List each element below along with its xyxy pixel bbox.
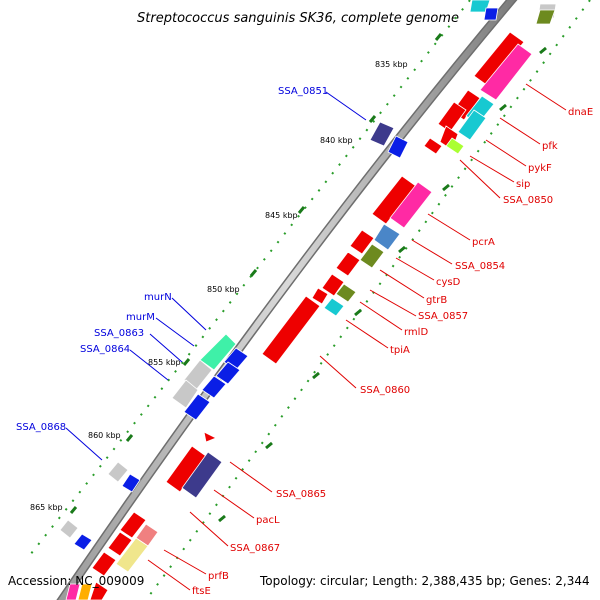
gene-SSA_0857[interactable]	[335, 283, 357, 303]
label-pykF[interactable]: pykF	[528, 163, 552, 174]
label-tpiA[interactable]: tpiA	[390, 345, 410, 356]
label-prfB[interactable]: prfB	[208, 571, 229, 582]
gene-ftsE[interactable]	[91, 551, 117, 577]
gene-murN[interactable]	[199, 333, 237, 371]
gene-red-0854[interactable]	[349, 229, 375, 255]
gene-SSA_0850[interactable]	[423, 137, 443, 155]
gene-bottom-red[interactable]	[89, 581, 109, 600]
label-ftsE[interactable]: ftsE	[192, 586, 211, 597]
callout-lines-left	[65, 91, 367, 461]
gene-gtrB[interactable]	[335, 251, 361, 277]
gene-SSA_0868[interactable]	[107, 461, 129, 483]
dotted-guide-right	[145, 0, 591, 600]
gene-khaki[interactable]	[115, 537, 149, 573]
gene-SSA_0864[interactable]	[183, 393, 211, 421]
gene-blue-0868[interactable]	[121, 473, 141, 493]
gene-magenta-1[interactable]	[479, 43, 533, 101]
label-dnaE[interactable]: dnaE	[568, 107, 593, 118]
gene-SSA_0854[interactable]	[373, 223, 401, 251]
map-title: Streptococcus sanguinis SK36, complete g…	[137, 11, 459, 26]
label-gtrB[interactable]: gtrB	[426, 295, 447, 306]
gene-rmlD[interactable]	[321, 273, 345, 297]
scale-label-840: 840 kbp	[320, 136, 353, 145]
gene-pacL[interactable]	[181, 451, 223, 499]
gene-gray-865[interactable]	[59, 519, 79, 539]
summary-text: Topology: circular; Length: 2,388,435 bp…	[259, 574, 590, 588]
gene-bottom-orange[interactable]	[77, 583, 93, 600]
label-murN[interactable]: murN	[144, 292, 172, 303]
label-SSA_0864[interactable]: SSA_0864	[80, 344, 130, 355]
scale-label-835: 835 kbp	[375, 60, 408, 69]
scale-label-860: 860 kbp	[88, 431, 121, 440]
label-murM[interactable]: murM	[126, 312, 155, 323]
gene-SSA_0867[interactable]	[119, 511, 147, 539]
label-SSA_0860[interactable]: SSA_0860	[360, 385, 410, 396]
label-pacL[interactable]: pacL	[256, 515, 280, 526]
gene-blue-865[interactable]	[73, 533, 93, 551]
label-sip[interactable]: sip	[516, 179, 530, 190]
gene-magenta-2[interactable]	[389, 181, 433, 229]
gene-pykF[interactable]	[457, 109, 487, 141]
gene-SSA_0860[interactable]	[261, 295, 321, 365]
gene-prfB[interactable]	[107, 531, 133, 557]
gene-lime[interactable]	[445, 137, 465, 155]
dotted-guide-left	[25, 0, 471, 561]
label-SSA_0863[interactable]: SSA_0863	[94, 328, 144, 339]
label-SSA_0854[interactable]: SSA_0854	[455, 261, 505, 272]
gene-bottom-magenta[interactable]	[65, 583, 81, 600]
chromosome-backbone	[56, 0, 518, 600]
gene-top-olive[interactable]	[535, 9, 556, 25]
label-SSA_0851[interactable]: SSA_0851	[278, 86, 328, 97]
scale-label-855: 855 kbp	[148, 358, 181, 367]
forward-strand-genes	[65, 0, 557, 600]
scale-label-850: 850 kbp	[207, 285, 240, 294]
label-pfk[interactable]: pfk	[542, 141, 558, 152]
gene-blue-0851[interactable]	[387, 135, 409, 159]
accession-text: Accession: NC_009009	[8, 574, 144, 588]
scale-label-865: 865 kbp	[30, 503, 63, 512]
gene-red-small-a[interactable]	[311, 287, 329, 305]
scale-label-845: 845 kbp	[265, 211, 298, 220]
gene-SSA_0865[interactable]	[165, 445, 207, 493]
label-SSA_0867[interactable]: SSA_0867	[230, 543, 280, 554]
callout-lines-right	[147, 83, 567, 591]
label-SSA_0850[interactable]: SSA_0850	[503, 195, 553, 206]
gene-tpiA[interactable]	[323, 297, 345, 317]
gene-SSA_0851[interactable]	[369, 121, 395, 147]
label-cysD[interactable]: cysD	[436, 277, 461, 288]
gene-blue-murM[interactable]	[201, 375, 227, 399]
gene-pcrA[interactable]	[371, 175, 417, 225]
gene-top-blue[interactable]	[483, 7, 499, 21]
gene-SSA_0863[interactable]	[171, 379, 199, 409]
label-pcrA[interactable]: pcrA	[472, 237, 495, 248]
label-rmlD[interactable]: rmlD	[404, 327, 428, 338]
label-SSA_0865[interactable]: SSA_0865	[276, 489, 326, 500]
reverse-strand-genes	[59, 121, 409, 551]
label-SSA_0857[interactable]: SSA_0857	[418, 311, 468, 322]
label-SSA_0868[interactable]: SSA_0868	[16, 422, 66, 433]
gene-red-arrowhead[interactable]	[203, 431, 217, 443]
gene-blue-murN-b[interactable]	[215, 361, 241, 385]
scale-ticks	[69, 33, 547, 523]
gene-cysD[interactable]	[359, 243, 385, 269]
